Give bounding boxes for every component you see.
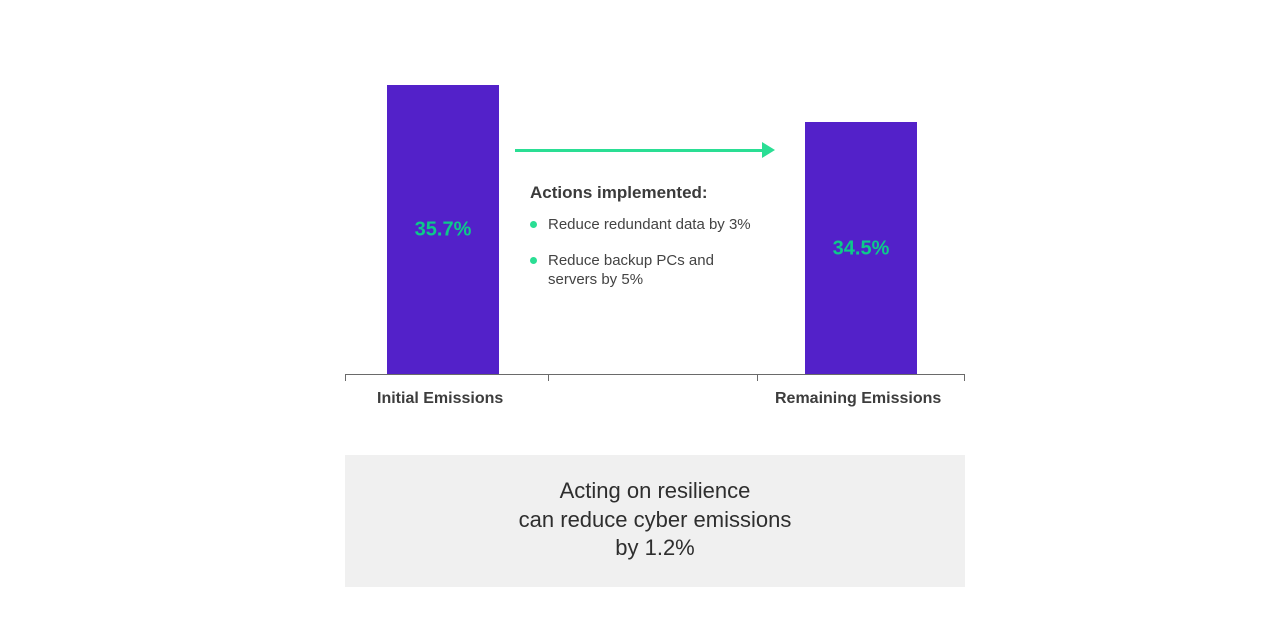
- bar-remaining-emissions: 34.5%: [805, 122, 917, 375]
- axis-tick: [548, 375, 549, 381]
- bar-initial-emissions: 35.7%: [387, 85, 499, 375]
- bar-value-label: 34.5%: [833, 237, 890, 260]
- arrow-line: [515, 149, 765, 152]
- x-label-initial: Initial Emissions: [377, 390, 503, 408]
- actions-list: Reduce redundant data by 3% Reduce backu…: [530, 215, 760, 290]
- axis-tick: [964, 375, 965, 381]
- axis-tick: [757, 375, 758, 381]
- arrow-head: [762, 142, 775, 158]
- arrow-right-icon: [515, 145, 775, 155]
- caption-line: can reduce cyber emissions: [375, 506, 935, 535]
- x-label-remaining: Remaining Emissions: [775, 390, 941, 408]
- caption-line: Acting on resilience: [375, 477, 935, 506]
- actions-title: Actions implemented:: [530, 183, 760, 203]
- bar-value-label: 35.7%: [415, 219, 472, 242]
- caption-line: by 1.2%: [375, 534, 935, 563]
- infographic-root: 35.7% 34.5% Initial Emissions Remaining …: [0, 0, 1280, 618]
- x-axis: [345, 374, 965, 376]
- list-item: Reduce backup PCs and servers by 5%: [530, 251, 760, 290]
- caption-box: Acting on resilience can reduce cyber em…: [345, 455, 965, 587]
- x-axis-labels: Initial Emissions Remaining Emissions: [345, 390, 965, 414]
- axis-tick: [345, 375, 346, 381]
- list-item: Reduce redundant data by 3%: [530, 215, 760, 235]
- actions-panel: Actions implemented: Reduce redundant da…: [530, 183, 760, 306]
